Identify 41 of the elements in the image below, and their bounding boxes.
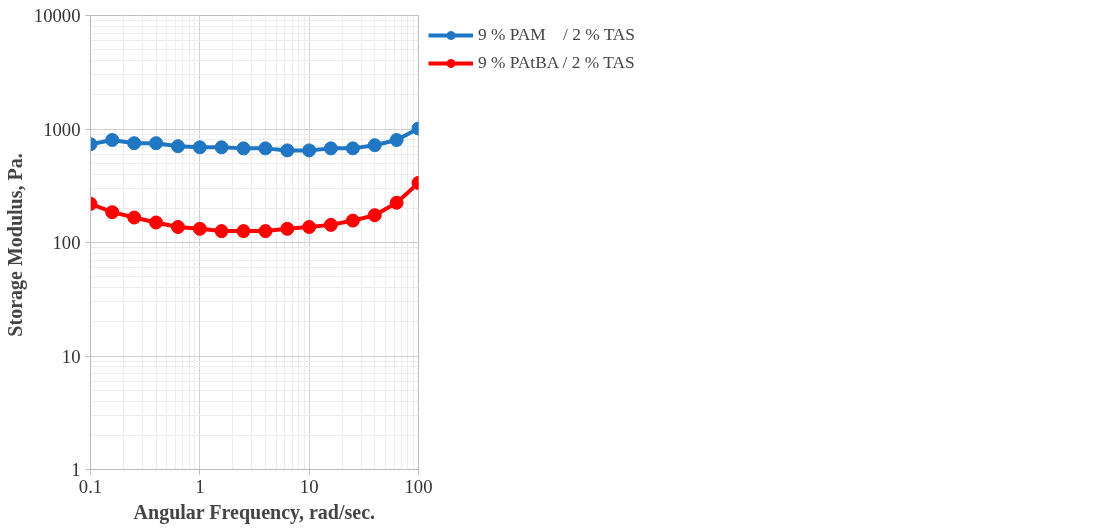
point: [280, 221, 295, 236]
point: [302, 220, 317, 234]
point: [149, 136, 164, 151]
point: [127, 210, 142, 225]
point: [258, 224, 273, 239]
y-axis-title: Storage Modulus, Pa.: [3, 153, 27, 337]
point: [236, 141, 251, 156]
legend-label: 9 % PAM / 2 % TAS: [478, 25, 636, 45]
y-tick-label: 1000: [43, 118, 81, 140]
point: [170, 220, 185, 234]
point: [367, 208, 382, 223]
point: [323, 141, 338, 156]
point: [302, 143, 317, 158]
point: [192, 140, 207, 155]
point: [105, 133, 120, 147]
point: [170, 139, 185, 154]
point: [345, 141, 360, 156]
point: [389, 133, 404, 147]
y-tick-label: 10000: [33, 5, 81, 26]
point: [214, 140, 229, 155]
point: [389, 195, 404, 210]
point: [105, 205, 120, 220]
point: [214, 224, 229, 239]
y-tick-label: 1: [71, 459, 81, 480]
point: [236, 224, 251, 239]
x-tick-label: 10: [299, 475, 319, 497]
x-tick-label: 0.1: [78, 475, 103, 497]
point: [127, 136, 142, 151]
point: [280, 143, 295, 158]
x-axis-title: Angular Frequency, rad/sec.: [133, 500, 376, 524]
point: [345, 213, 360, 228]
point: [192, 221, 207, 236]
x-tick-label: 1: [195, 475, 205, 497]
x-tick-label: 100: [404, 475, 433, 497]
point: [258, 141, 273, 156]
legend-label: 9 % PAtBA / 2 % TAS: [478, 53, 635, 73]
y-tick-label: 10: [61, 345, 81, 367]
point: [367, 138, 382, 153]
point: [323, 217, 338, 232]
point: [149, 215, 164, 230]
y-tick-label: 100: [52, 232, 81, 253]
